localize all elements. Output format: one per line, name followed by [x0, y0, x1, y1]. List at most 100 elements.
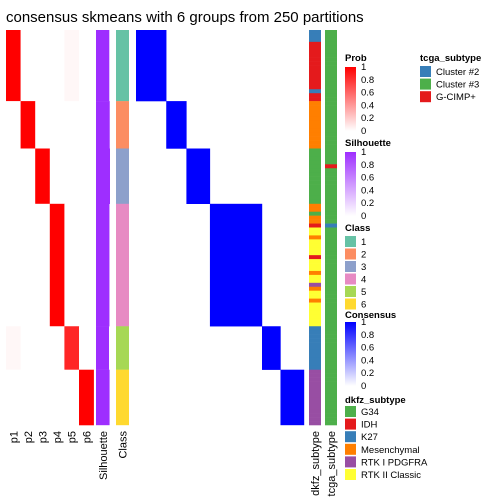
tcga-cell — [325, 168, 337, 173]
prob-cell-class2-p2 — [20, 101, 36, 149]
consensus-legend-tick: 0 — [361, 381, 366, 392]
tcga-cell — [325, 215, 337, 220]
dkfz-cell — [309, 286, 321, 291]
dkfz-legend-label: IDH — [361, 420, 378, 431]
dkfz-cell — [309, 282, 321, 288]
class-legend-swatch — [345, 261, 356, 272]
consensus-block-class5 — [262, 326, 281, 370]
prob-cell-class6-p4 — [49, 369, 65, 426]
dkfz-cell — [309, 49, 321, 54]
dkfz-cell — [309, 247, 321, 252]
tcga-cell — [325, 93, 337, 98]
dkfz-cell — [309, 255, 321, 260]
dkfz-cell — [309, 41, 321, 47]
tcga-cell — [325, 393, 337, 398]
tcga-cell — [325, 290, 337, 295]
prob-cell-class4-p5 — [64, 203, 80, 327]
dkfz-cell — [309, 393, 321, 398]
tcga-cell — [325, 227, 337, 232]
silhouette-legend-colorbar — [345, 152, 356, 216]
tcga-cell — [325, 37, 337, 43]
dkfz-cell — [309, 401, 321, 406]
dkfz-cell — [309, 330, 321, 335]
tcga-cell — [325, 152, 337, 157]
class-legend-label: 3 — [361, 262, 366, 273]
silhouette-legend-tick: 1 — [361, 147, 366, 158]
tcga-legend-title: tcga_subtype — [420, 53, 481, 64]
dkfz-legend-swatch — [345, 456, 356, 468]
consensus-legend-tick: 0.2 — [361, 368, 374, 379]
dkfz-cell — [309, 124, 321, 130]
tcga-cell — [325, 263, 337, 268]
tcga-cell — [325, 219, 337, 224]
prob-cell-class3-p1 — [6, 148, 21, 205]
dkfz-legend-label: RTK I PDGFRA — [361, 457, 428, 468]
class-legend-swatch — [345, 286, 356, 297]
tcga-cell — [325, 346, 337, 351]
tcga-cell — [325, 30, 337, 35]
prob-cell-class2-p1 — [6, 101, 21, 149]
class-legend-label: 5 — [361, 287, 366, 298]
class-block-6 — [116, 369, 129, 426]
dkfz-cell — [309, 57, 321, 62]
class-annotation-column — [116, 30, 129, 426]
tcga-cell — [325, 349, 337, 355]
consensus-block-class2 — [166, 101, 187, 149]
tcga-cell — [325, 401, 337, 406]
tcga-cell — [325, 306, 337, 311]
silhouette-bar-class3 — [96, 148, 110, 204]
dkfz-cell — [309, 30, 321, 35]
dkfz-cell — [309, 132, 321, 137]
dkfz-cell — [309, 61, 321, 66]
tcga-cell — [325, 116, 337, 122]
prob-cell-class6-p6 — [79, 369, 94, 426]
tcga-cell — [325, 128, 337, 133]
prob-cell-class4-p3 — [35, 203, 51, 327]
tcga-cell — [325, 160, 337, 165]
dkfz-cell — [309, 326, 321, 331]
tcga-cell — [325, 223, 337, 228]
prob-cell-class5-p5 — [64, 326, 80, 370]
tcga-cell — [325, 270, 337, 276]
prob-cell-class4-p4 — [49, 203, 65, 327]
tcga-cell — [325, 132, 337, 137]
tcga-cell — [325, 188, 337, 193]
dkfz-cell — [309, 342, 321, 347]
dkfz-cell — [309, 239, 321, 244]
dkfz-cell — [309, 274, 321, 280]
prob-cell-class1-p3 — [35, 30, 51, 102]
prob-cell-class5-p1 — [6, 326, 21, 370]
dkfz-subtype-column — [309, 30, 321, 426]
dkfz-cell — [309, 203, 321, 209]
class-legend-title: Class — [345, 223, 370, 234]
tcga-cell — [325, 156, 337, 161]
dkfz-cell — [309, 148, 321, 153]
dkfz-cell — [309, 93, 321, 98]
silhouette-legend-tick: 0 — [361, 211, 366, 222]
consensus-legend-tick: 0.6 — [361, 343, 374, 354]
prob-cell-class3-p3 — [35, 148, 51, 205]
prob-legend-tick: 0.2 — [361, 113, 374, 124]
tcga-cell — [325, 405, 337, 410]
prob-cell-class5-p2 — [20, 326, 36, 370]
dkfz-cell — [309, 373, 321, 378]
tcga-cell — [325, 77, 337, 82]
dkfz-cell — [309, 219, 321, 224]
dkfz-cell — [309, 322, 321, 327]
dkfz-cell — [309, 294, 321, 299]
dkfz-cell — [309, 417, 321, 422]
dkfz-cell — [309, 33, 321, 39]
tcga-cell — [325, 97, 337, 102]
prob-cell-class4-p2 — [20, 203, 36, 327]
tcga-cell — [325, 267, 337, 272]
tcga-cell — [325, 41, 337, 47]
tcga-cell — [325, 389, 337, 394]
prob-column-label-p5: p5 — [67, 431, 79, 443]
tcga-cell — [325, 53, 337, 58]
dkfz-cell — [309, 128, 321, 133]
tcga-cell — [325, 184, 337, 189]
dkfz-cell — [309, 184, 321, 189]
class-legend-label: 6 — [361, 300, 366, 311]
prob-cell-class3-p2 — [20, 148, 36, 205]
silhouette-column-label: Silhouette — [98, 431, 110, 480]
